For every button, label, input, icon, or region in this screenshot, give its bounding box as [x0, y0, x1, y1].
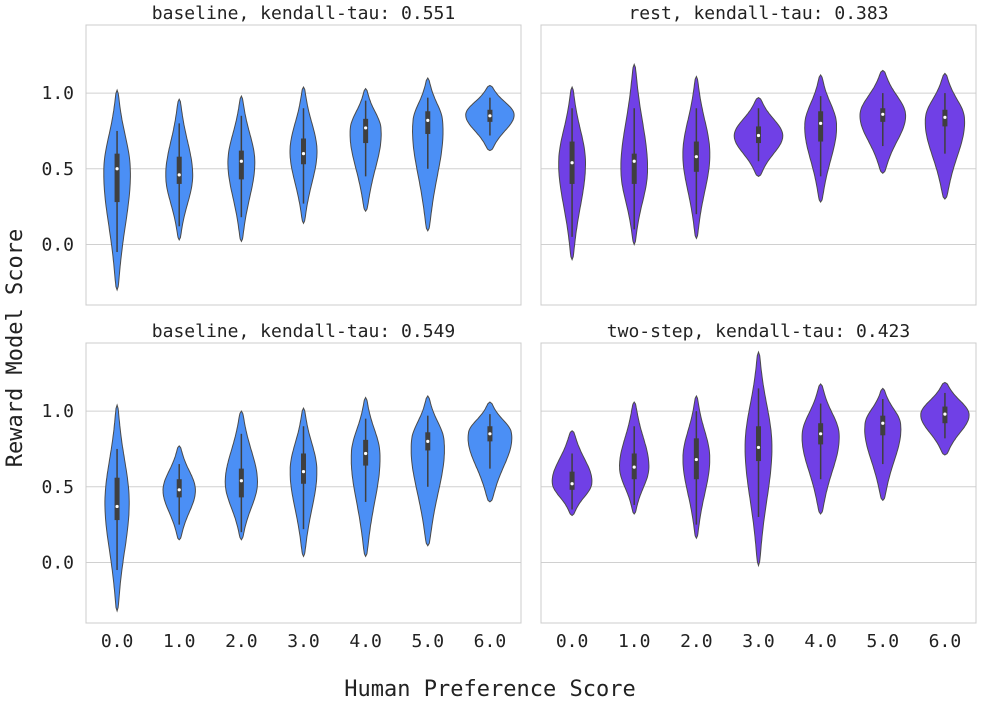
panel-4: two-step, kendall-tau: 0.423 0.0 1.0 2.0 3.0… [540, 321, 977, 652]
median-point [177, 488, 181, 492]
iqr-box [238, 468, 244, 498]
y-tick-label: 1.0 [41, 401, 74, 422]
median-point [756, 133, 761, 138]
iqr-box [818, 111, 824, 142]
median-point [301, 470, 306, 474]
panel-frame [85, 342, 522, 624]
iqr-box [114, 153, 120, 203]
panel-title: baseline, kendall-tau: 0.549 [152, 321, 455, 342]
median-point [115, 167, 119, 171]
panel-title: baseline, kendall-tau: 0.551 [152, 3, 455, 24]
median-point [364, 451, 368, 456]
panel-1: 0.0 0.5 1.0 baseline, kendall-tau: 0.551 [41, 3, 522, 306]
x-tick-label: 6.0 [929, 631, 962, 652]
median-point [943, 115, 947, 119]
x-tick-label: 5.0 [412, 631, 445, 652]
median-point [694, 457, 698, 462]
panel-title: rest, kendall-tau: 0.383 [628, 3, 888, 24]
x-tick-label: 5.0 [867, 631, 900, 652]
median-point [488, 114, 492, 118]
median-point [570, 482, 574, 486]
panel-3: 0.0 0.5 1.0 baseline, kendall-tau: 0.549 0.0… [41, 321, 522, 652]
panel-frame [85, 24, 522, 306]
median-point [364, 126, 368, 130]
x-tick-label: 2.0 [225, 631, 258, 652]
median-point [239, 159, 243, 163]
panel-frame [540, 342, 977, 624]
median-point [177, 173, 181, 177]
median-point [570, 161, 574, 165]
x-tick-label: 4.0 [349, 631, 382, 652]
y-tick-label: 0.0 [41, 234, 74, 255]
x-tick-label: 2.0 [680, 631, 713, 652]
x-tick-label: 0.0 [101, 631, 134, 652]
iqr-box [114, 477, 120, 521]
median-point [239, 479, 243, 483]
y-tick-label: 0.5 [41, 477, 74, 498]
iqr-box [425, 111, 431, 134]
median-point [881, 421, 885, 425]
median-point [426, 118, 430, 122]
x-tick-label: 4.0 [804, 631, 837, 652]
iqr-box [301, 453, 306, 484]
x-tick-label: 0.0 [556, 631, 589, 652]
x-axis-label: Human Preference Score [344, 677, 635, 702]
median-point [756, 445, 761, 450]
y-tick-label: 0.0 [41, 552, 74, 573]
panel-frame [540, 24, 977, 306]
x-tick-label: 3.0 [287, 631, 320, 652]
panel-2: rest, kendall-tau: 0.383 [540, 3, 977, 306]
panel-title: two-step, kendall-tau: 0.423 [607, 321, 910, 342]
y-tick-label: 0.5 [41, 159, 74, 180]
iqr-box [631, 153, 637, 184]
iqr-box [756, 426, 761, 462]
iqr-box [569, 471, 575, 490]
x-tick-label: 3.0 [742, 631, 775, 652]
median-point [115, 504, 119, 509]
median-point [488, 432, 492, 436]
median-point [819, 432, 823, 436]
iqr-box [176, 156, 182, 184]
x-tick-label: 1.0 [618, 631, 651, 652]
median-point [694, 155, 698, 159]
iqr-box [238, 150, 244, 180]
x-tick-label: 6.0 [474, 631, 507, 652]
iqr-box [301, 138, 306, 165]
median-point [819, 121, 823, 125]
y-axis-label: Reward Model Score [3, 229, 28, 467]
x-tick-label: 1.0 [163, 631, 196, 652]
median-point [943, 412, 947, 416]
iqr-box [363, 118, 369, 144]
median-point [426, 439, 430, 443]
median-point [632, 465, 636, 469]
median-point [881, 112, 885, 116]
median-point [301, 152, 306, 156]
iqr-box [880, 415, 886, 436]
y-tick-label: 1.0 [41, 83, 74, 104]
median-point [632, 159, 636, 163]
